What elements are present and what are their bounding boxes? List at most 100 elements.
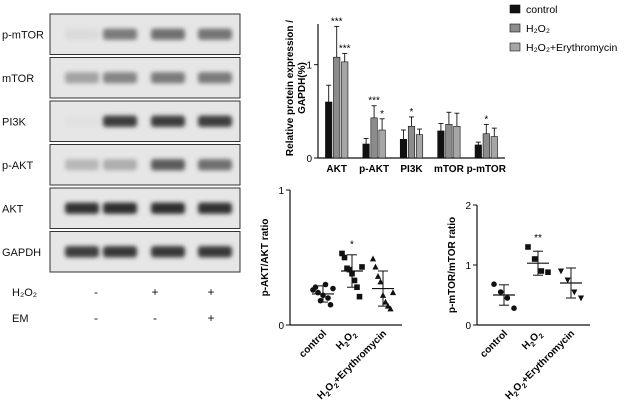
bar-control-akt xyxy=(325,101,333,159)
x-tick-label-part: H xyxy=(315,389,328,402)
bar-control-p-mtor xyxy=(474,144,482,159)
data-point xyxy=(325,295,331,301)
bar-h-o-mtor xyxy=(445,124,453,159)
blot-band xyxy=(65,159,99,171)
group-h-o-erythromycin xyxy=(557,267,585,302)
y-tick-label: 1 xyxy=(465,261,471,272)
x-tick-label: p-AKT xyxy=(359,164,389,175)
x-tick-label-part: 2 xyxy=(352,333,360,341)
legend-label: H₂O₂ xyxy=(526,23,550,35)
treatment-sign: + xyxy=(151,285,158,299)
x-tick-label-part: H xyxy=(503,389,516,402)
y-tick-label: 0 xyxy=(278,321,284,332)
x-tick-label-part: 2 xyxy=(538,333,546,341)
y-tick-label: 2 xyxy=(465,201,471,212)
bar-h-o-erythromycin-p-akt xyxy=(378,129,386,159)
data-point xyxy=(315,289,321,296)
treatment-row-h-o: H₂O₂ - + + xyxy=(12,285,215,299)
blot-row-p-mtor: p-mTOR xyxy=(2,13,241,55)
blot-band xyxy=(151,202,185,214)
blot-band xyxy=(151,115,185,127)
x-tick-label: p-mTOR xyxy=(467,164,507,175)
data-point xyxy=(538,268,545,274)
blot-row-pi3k: PI3K xyxy=(2,100,241,142)
y-axis-title-line: GAPDH(%) xyxy=(297,62,308,114)
data-point xyxy=(322,281,329,288)
group-h-o-erythromycin xyxy=(369,255,397,312)
y-axis-title: p-mTOR/mTOR ratio xyxy=(447,217,458,313)
data-point xyxy=(564,277,571,284)
y-axis-title: Relative protein expression /GAPDH(%) xyxy=(285,20,308,156)
legend-entry-control: control xyxy=(509,4,558,16)
legend-label: H₂O₂+Erythromycin xyxy=(526,42,617,54)
significance-marker: *** xyxy=(368,96,380,107)
data-point xyxy=(577,295,585,302)
y-tick-label: 1 xyxy=(306,61,312,72)
x-tick-label-part: H xyxy=(334,339,347,352)
blot-band xyxy=(65,202,99,214)
bar-h-o-p-akt xyxy=(370,117,378,159)
data-point xyxy=(312,284,319,291)
data-point xyxy=(545,269,551,275)
x-tick-label-part: 2 xyxy=(325,391,333,399)
y-axis-title: p-AKT/AKT ratio xyxy=(260,219,271,297)
data-point xyxy=(531,256,538,262)
legend-swatch xyxy=(509,23,521,33)
data-point xyxy=(511,305,517,312)
y-tick-label: 1 xyxy=(278,186,284,197)
x-tick-label: PI3K xyxy=(400,164,423,175)
blot-row-label: p-AKT xyxy=(2,160,33,172)
data-point xyxy=(389,289,397,296)
bar-h-o-p-mtor xyxy=(482,133,490,159)
bar-h-o-erythromycin-akt xyxy=(341,61,349,159)
data-point xyxy=(349,270,355,277)
blot-row-mtor: mTOR xyxy=(2,57,241,99)
significance-marker: ** xyxy=(534,233,542,244)
blot-band xyxy=(103,72,137,84)
legend-label: control xyxy=(526,4,558,16)
blot-band xyxy=(151,28,185,40)
x-tick-label-part: 2 xyxy=(521,382,529,390)
x-tick-label-part: +Erythromycin xyxy=(520,328,577,385)
x-tick-label: control xyxy=(478,328,510,360)
x-tick-label-part: +Erythromycin xyxy=(332,328,389,385)
significance-marker: *** xyxy=(331,16,343,27)
data-point xyxy=(491,281,497,288)
data-point xyxy=(557,268,565,275)
blot-row-p-akt: p-AKT xyxy=(2,144,241,186)
significance-marker: * xyxy=(380,109,384,120)
data-point xyxy=(330,285,336,292)
bar-h-o-erythromycin-pi3k xyxy=(415,134,424,159)
x-tick-label-part: 2 xyxy=(530,341,538,349)
x-tick-label-part: O xyxy=(342,331,355,344)
blot-band xyxy=(151,246,185,258)
x-tick-label-part: 2 xyxy=(513,391,521,399)
blot-row-label: PI3K xyxy=(2,116,27,128)
blot-band xyxy=(151,72,185,84)
blot-band xyxy=(103,115,137,127)
significance-marker: * xyxy=(410,107,414,118)
blot-row-akt: AKT xyxy=(2,187,241,229)
y-axis-title-line: Relative protein expression / xyxy=(285,20,296,156)
blot-band xyxy=(198,115,232,127)
data-point xyxy=(377,278,384,285)
data-point xyxy=(497,289,504,295)
data-point xyxy=(359,264,365,270)
x-tick-label: H2O2 xyxy=(334,328,359,353)
blot-band xyxy=(198,202,232,214)
group-control xyxy=(310,281,336,308)
data-point xyxy=(327,301,334,308)
data-point xyxy=(344,265,350,272)
data-point xyxy=(504,295,511,301)
blot-band xyxy=(198,28,232,40)
x-tick-label: mTOR xyxy=(434,164,465,175)
y-tick-label: 0 xyxy=(465,321,471,332)
western-blot-panel: p-mTOR mTOR PI3K p-AKT AKT GAPDH H₂O₂ - + + EM - - + xyxy=(2,13,241,325)
group-h-o xyxy=(525,244,551,276)
blot-band xyxy=(65,28,99,40)
blot-band xyxy=(198,72,232,84)
x-tick-label: H2O2+Erythromycin xyxy=(503,328,578,403)
group-control xyxy=(491,281,517,312)
blot-band xyxy=(198,246,232,258)
